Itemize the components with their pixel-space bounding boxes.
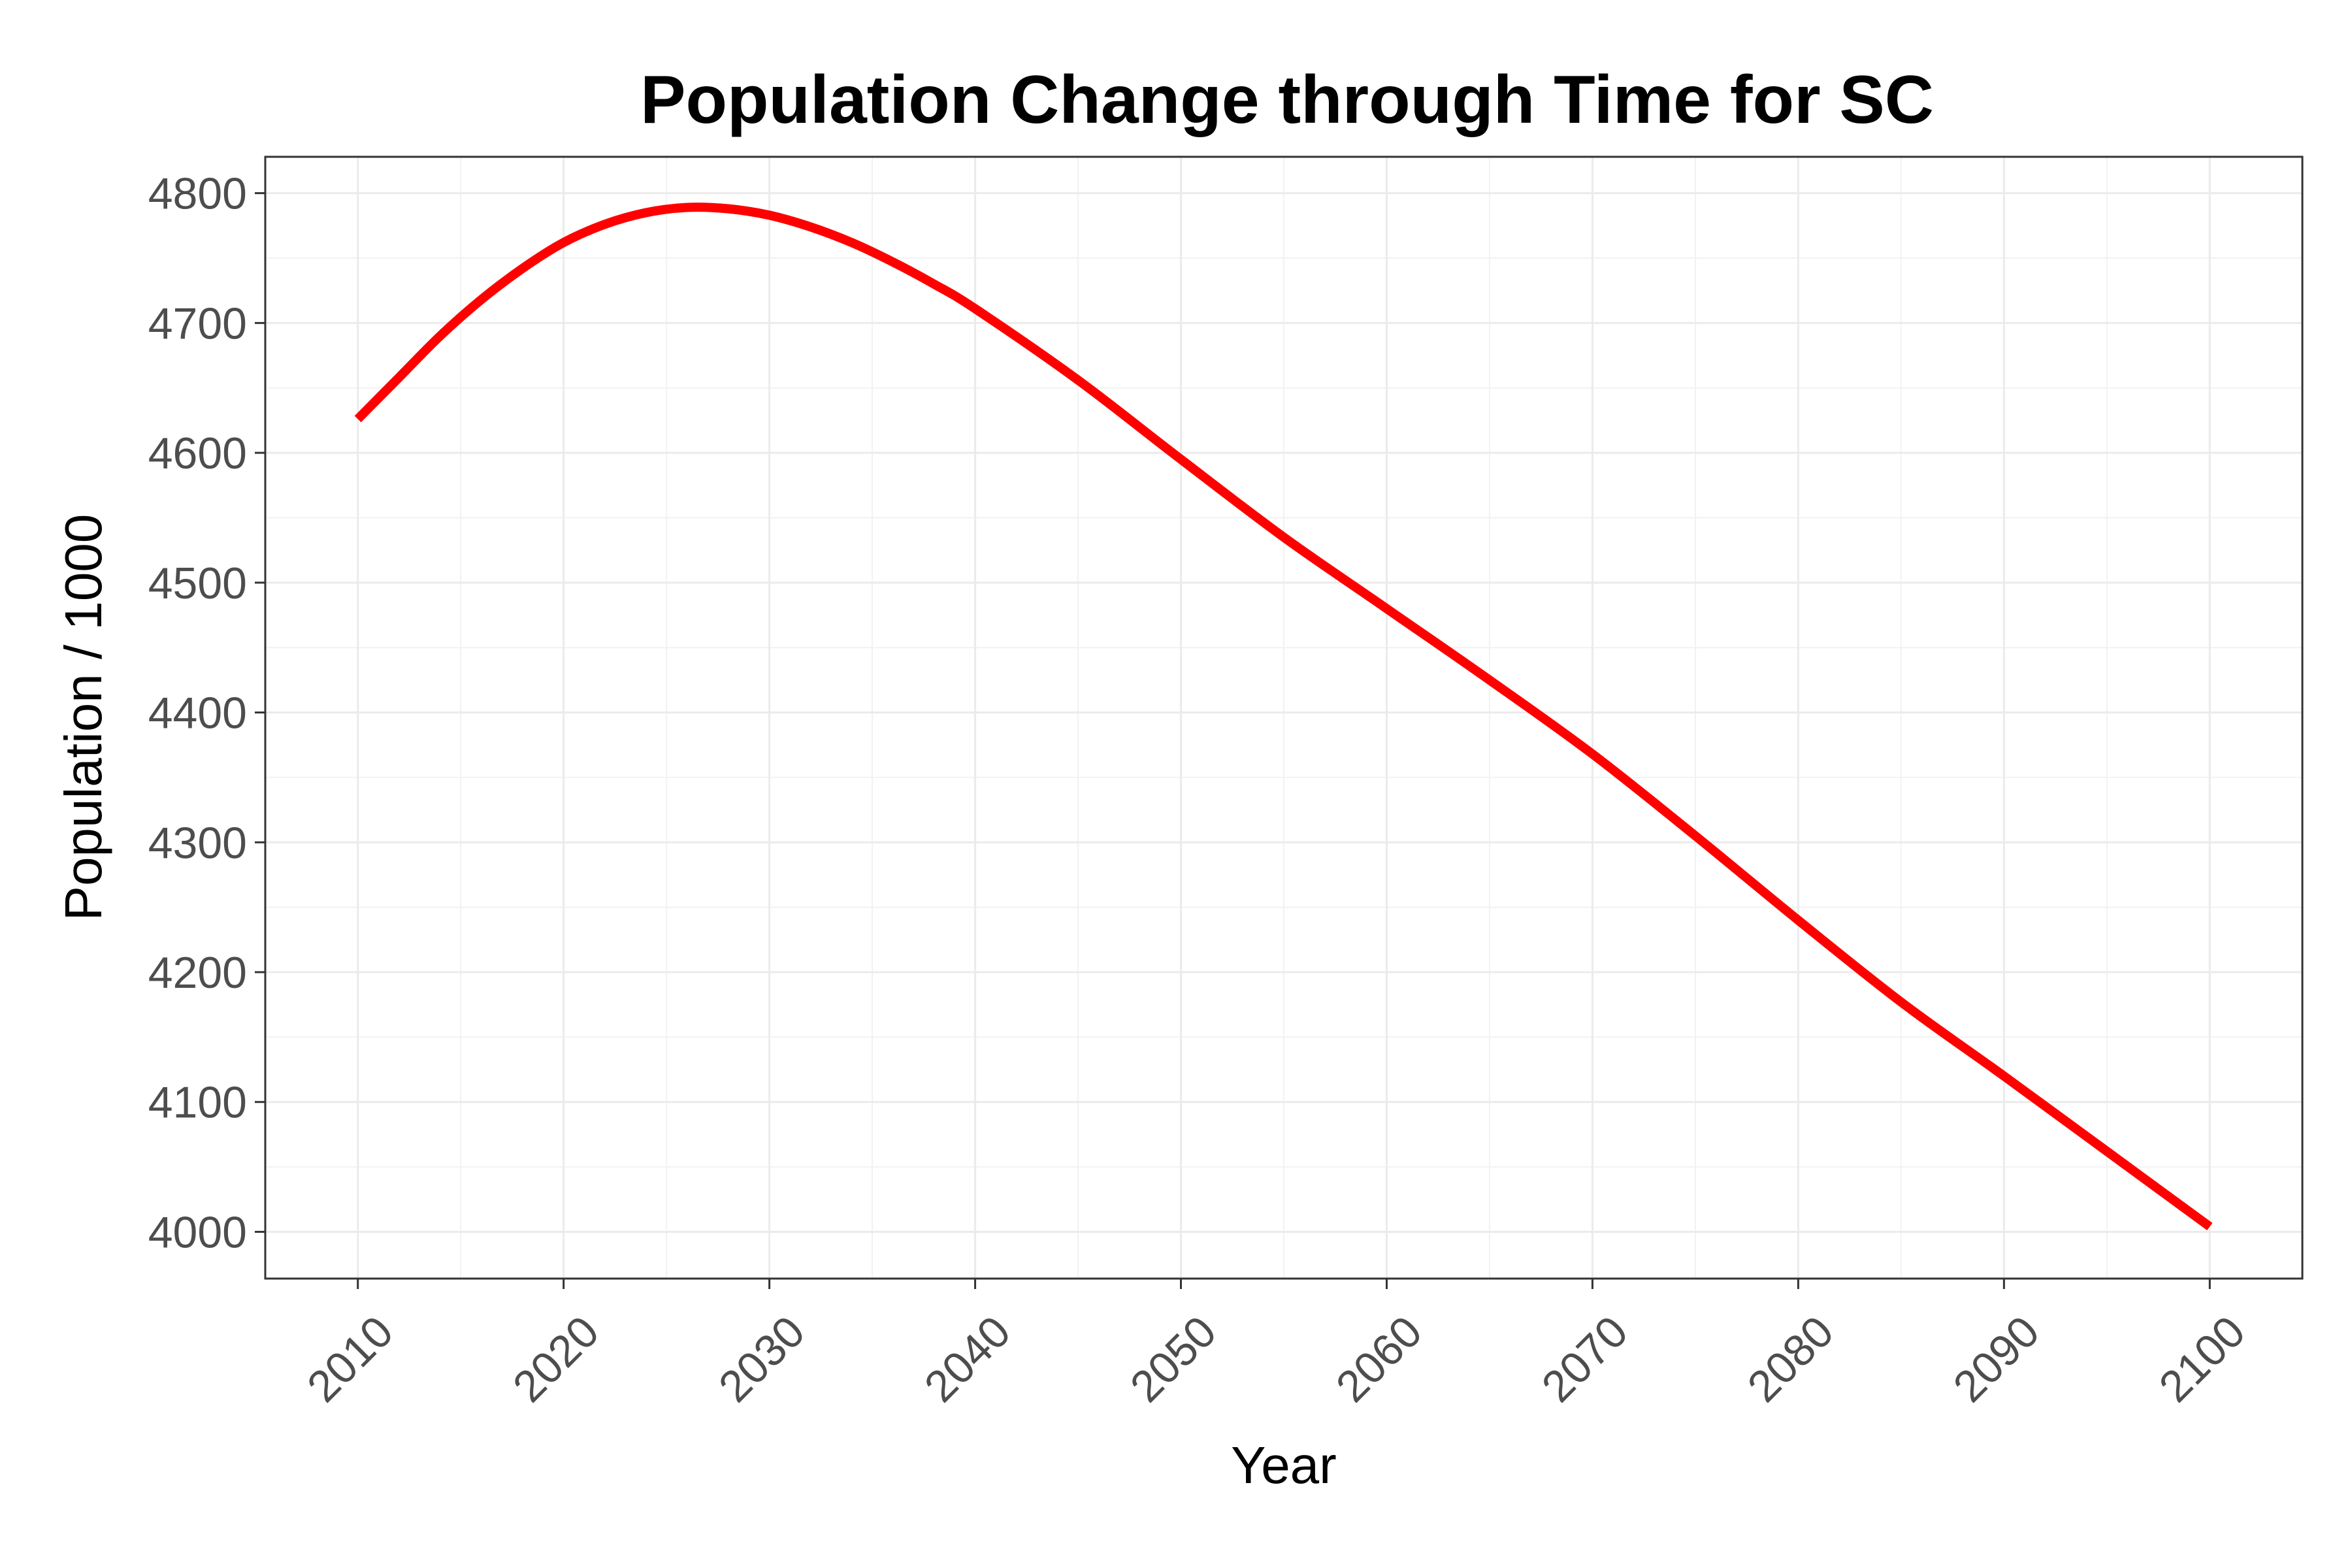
series-point [765, 210, 774, 220]
series-point [1177, 455, 1186, 464]
series-point [477, 295, 486, 304]
series-point [1793, 916, 1803, 925]
y-tick-label: 4400 [148, 689, 247, 738]
y-tick-label: 4000 [148, 1207, 247, 1257]
series-point [395, 373, 404, 382]
series-point [1485, 676, 1494, 685]
y-axis: 4000 4100 4200 4300 4400 4500 4600 4700 4800 [148, 169, 265, 1257]
series-point [436, 331, 445, 340]
y-tick-label: 4800 [148, 169, 247, 219]
series-point [1691, 831, 1700, 840]
series-point [683, 203, 692, 212]
y-tick-label: 4100 [148, 1078, 247, 1128]
y-tick-label: 4300 [148, 818, 247, 868]
series-point [518, 264, 527, 273]
chart-title: Population Change through Time for SC [640, 62, 1934, 138]
series-point [2102, 1147, 2112, 1156]
series-point [724, 204, 733, 213]
grid-major [265, 157, 2302, 1279]
y-tick-label: 4200 [148, 948, 247, 998]
series-point [1073, 376, 1083, 385]
y-axis-title: Population / 1000 [54, 514, 112, 921]
series-point [930, 280, 939, 289]
x-axis-title: Year [1231, 1436, 1337, 1494]
series-point [1382, 604, 1391, 613]
y-tick-label: 4700 [148, 299, 247, 348]
series-point [642, 208, 651, 217]
plot-area [264, 155, 2304, 1280]
series-point [559, 238, 568, 247]
series-point [1588, 749, 1597, 759]
series-point [600, 220, 610, 229]
series-point [353, 414, 363, 423]
grid-minor [265, 157, 2302, 1279]
y-tick-label: 4600 [148, 429, 247, 478]
series-point [1897, 998, 1906, 1007]
series-point [847, 238, 857, 247]
series-point [971, 304, 980, 314]
series-point [889, 257, 898, 267]
y-tick-label: 4500 [148, 559, 247, 608]
series-point [806, 222, 815, 231]
series-line [354, 203, 2213, 1231]
series-point [2205, 1222, 2214, 1232]
plot-border [264, 155, 2304, 1280]
series-layer [353, 203, 2214, 1232]
series-point [1999, 1071, 2008, 1081]
series-point [1279, 532, 1288, 542]
